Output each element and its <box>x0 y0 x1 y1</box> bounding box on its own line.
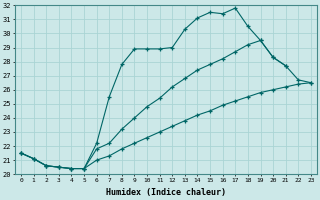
X-axis label: Humidex (Indice chaleur): Humidex (Indice chaleur) <box>106 188 226 197</box>
